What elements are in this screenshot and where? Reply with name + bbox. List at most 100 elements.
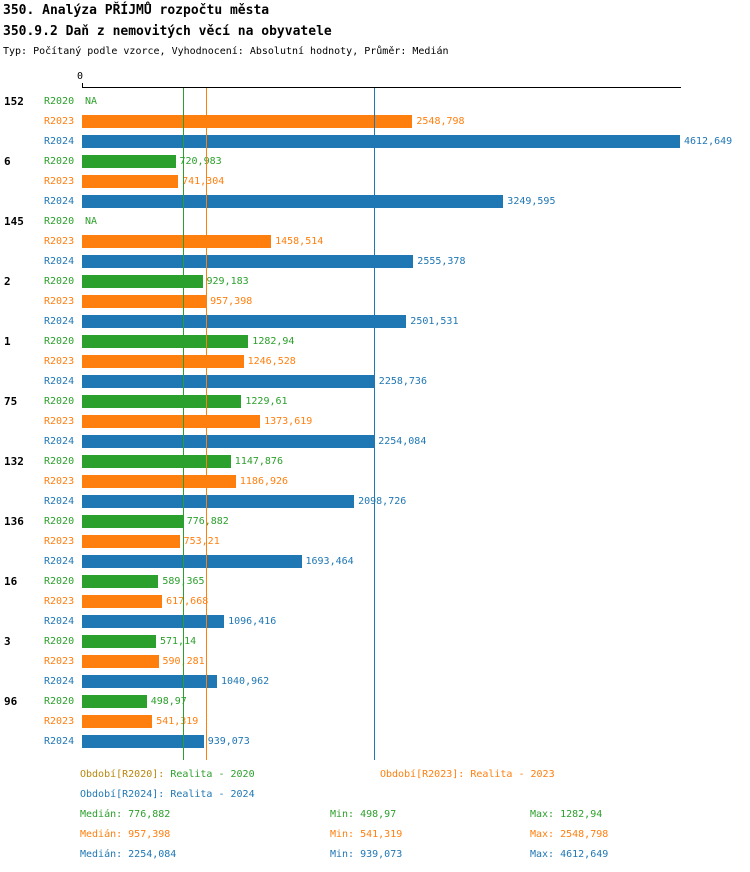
legend-entry-label: Realita - 2024 — [170, 789, 255, 800]
bar-r2023 — [82, 595, 163, 608]
series-tick-label-r2020: R2020 — [44, 576, 75, 587]
category-label: 3 — [4, 635, 11, 648]
bar-r2024 — [82, 195, 504, 208]
series-tick-label-r2024: R2024 — [44, 736, 75, 747]
bar-r2023 — [82, 115, 413, 128]
bar-value-label: 1186,926 — [239, 476, 289, 487]
chart-subtitle: 350.9.2 Daň z nemovitých věcí na obyvate… — [3, 24, 332, 39]
legend-entry-0-0: Období[R2020]: Realita - 2020 — [80, 768, 255, 781]
series-tick-label-r2023: R2023 — [44, 176, 75, 187]
bar-value-label: 939,073 — [207, 736, 250, 747]
bar-value-label: 1246,528 — [247, 356, 296, 367]
stat-min-row1: Min: 541,319 — [330, 829, 403, 840]
series-tick-label-r2024: R2024 — [44, 376, 75, 387]
series-tick-label-r2020: R2020 — [44, 636, 75, 647]
bar-value-label: 957,398 — [210, 296, 253, 307]
median-line-r2024 — [374, 88, 376, 760]
series-tick-label-r2023: R2023 — [44, 236, 75, 247]
series-tick-label-r2024: R2024 — [44, 316, 75, 327]
category-label: 6 — [4, 155, 11, 168]
series-tick-label-r2020: R2020 — [44, 216, 75, 227]
series-tick-label-r2023: R2023 — [44, 536, 75, 547]
bar-r2023 — [82, 655, 159, 668]
bar-value-label: 571,14 — [160, 636, 197, 647]
bar-value-label: 2254,084 — [378, 436, 427, 447]
bar-r2023 — [82, 355, 244, 368]
series-tick-label-r2024: R2024 — [44, 556, 75, 567]
bar-r2020 — [82, 635, 156, 648]
bar-r2020 — [82, 395, 242, 408]
stat-max-row2: Max: 4612,649 — [530, 849, 609, 860]
missing-value-label: NA — [85, 96, 98, 107]
legend-entry-prefix: Období[R2024]: — [80, 789, 171, 800]
bar-r2020 — [82, 575, 159, 588]
series-tick-label-r2023: R2023 — [44, 656, 75, 667]
bar-value-label: 741,304 — [182, 176, 225, 187]
category-label: 16 — [4, 575, 18, 588]
bar-value-label: 3249,595 — [507, 196, 556, 207]
bar-r2023 — [82, 415, 261, 428]
category-label: 145 — [4, 215, 24, 228]
bar-r2024 — [82, 495, 355, 508]
series-tick-label-r2023: R2023 — [44, 356, 75, 367]
stat-median-row1: Medián: 957,398 — [80, 829, 171, 840]
series-tick-label-r2020: R2020 — [44, 336, 75, 347]
series-tick-label-r2024: R2024 — [44, 676, 75, 687]
missing-value-label: NA — [85, 216, 98, 227]
bar-r2024 — [82, 255, 414, 268]
bar-value-label: 4612,649 — [684, 136, 733, 147]
median-line-r2023 — [206, 88, 208, 760]
stat-max-row0: Max: 1282,94 — [530, 809, 603, 820]
bar-value-label: 753,21 — [183, 536, 220, 547]
bar-r2020 — [82, 335, 249, 348]
bar-value-label: 1096,416 — [228, 616, 277, 627]
bar-value-label: 1282,94 — [252, 336, 295, 347]
bar-value-label: 1458,514 — [275, 236, 324, 247]
series-tick-label-r2024: R2024 — [44, 496, 75, 507]
stat-min-row0: Min: 498,97 — [330, 809, 397, 820]
bar-r2023 — [82, 175, 179, 188]
bar-r2024 — [82, 135, 680, 148]
category-label: 152 — [4, 95, 24, 108]
series-tick-label-r2024: R2024 — [44, 436, 75, 447]
legend-entry-prefix: Období[R2020]: — [80, 769, 171, 780]
bar-r2024 — [82, 675, 217, 688]
bar-r2024 — [82, 435, 375, 448]
bar-r2020 — [82, 455, 231, 468]
bar-value-label: 929,183 — [206, 276, 249, 287]
category-label: 96 — [4, 695, 18, 708]
bar-r2024 — [82, 555, 302, 568]
bar-value-label: 2555,378 — [417, 256, 466, 267]
legend-entry-prefix: Období[R2023]: — [380, 769, 471, 780]
series-tick-label-r2020: R2020 — [44, 276, 75, 287]
bar-value-label: 1040,962 — [221, 676, 270, 687]
bar-value-label: 498,97 — [150, 696, 187, 707]
bar-r2023 — [82, 535, 180, 548]
bar-value-label: 617,668 — [166, 596, 209, 607]
category-label: 1 — [4, 335, 11, 348]
legend-entry-1-0: Období[R2024]: Realita - 2024 — [80, 788, 255, 801]
bar-r2023 — [82, 715, 153, 728]
bar-value-label: 1147,876 — [234, 456, 283, 467]
series-tick-label-r2023: R2023 — [44, 416, 75, 427]
category-label: 136 — [4, 515, 24, 528]
bar-value-label: 720,983 — [179, 156, 222, 167]
series-tick-label-r2023: R2023 — [44, 596, 75, 607]
bar-value-label: 2098,726 — [358, 496, 407, 507]
bar-value-label: 541,319 — [156, 716, 199, 727]
bar-r2020 — [82, 515, 183, 528]
bar-value-label: 2548,798 — [416, 116, 465, 127]
stat-median-row2: Medián: 2254,084 — [80, 849, 177, 860]
x-axis-origin-label: 0 — [77, 71, 84, 82]
category-label: 75 — [4, 395, 18, 408]
bar-value-label: 1373,619 — [264, 416, 313, 427]
bar-value-label: 2501,531 — [410, 316, 459, 327]
bar-value-label: 2258,736 — [378, 376, 427, 387]
bar-r2020 — [82, 695, 147, 708]
x-axis-line — [82, 87, 681, 88]
bar-r2023 — [82, 475, 236, 488]
chart-title: 350. Analýza PŘÍJMŮ rozpočtu města — [3, 3, 270, 18]
bar-r2023 — [82, 295, 207, 308]
category-label: 2 — [4, 275, 11, 288]
